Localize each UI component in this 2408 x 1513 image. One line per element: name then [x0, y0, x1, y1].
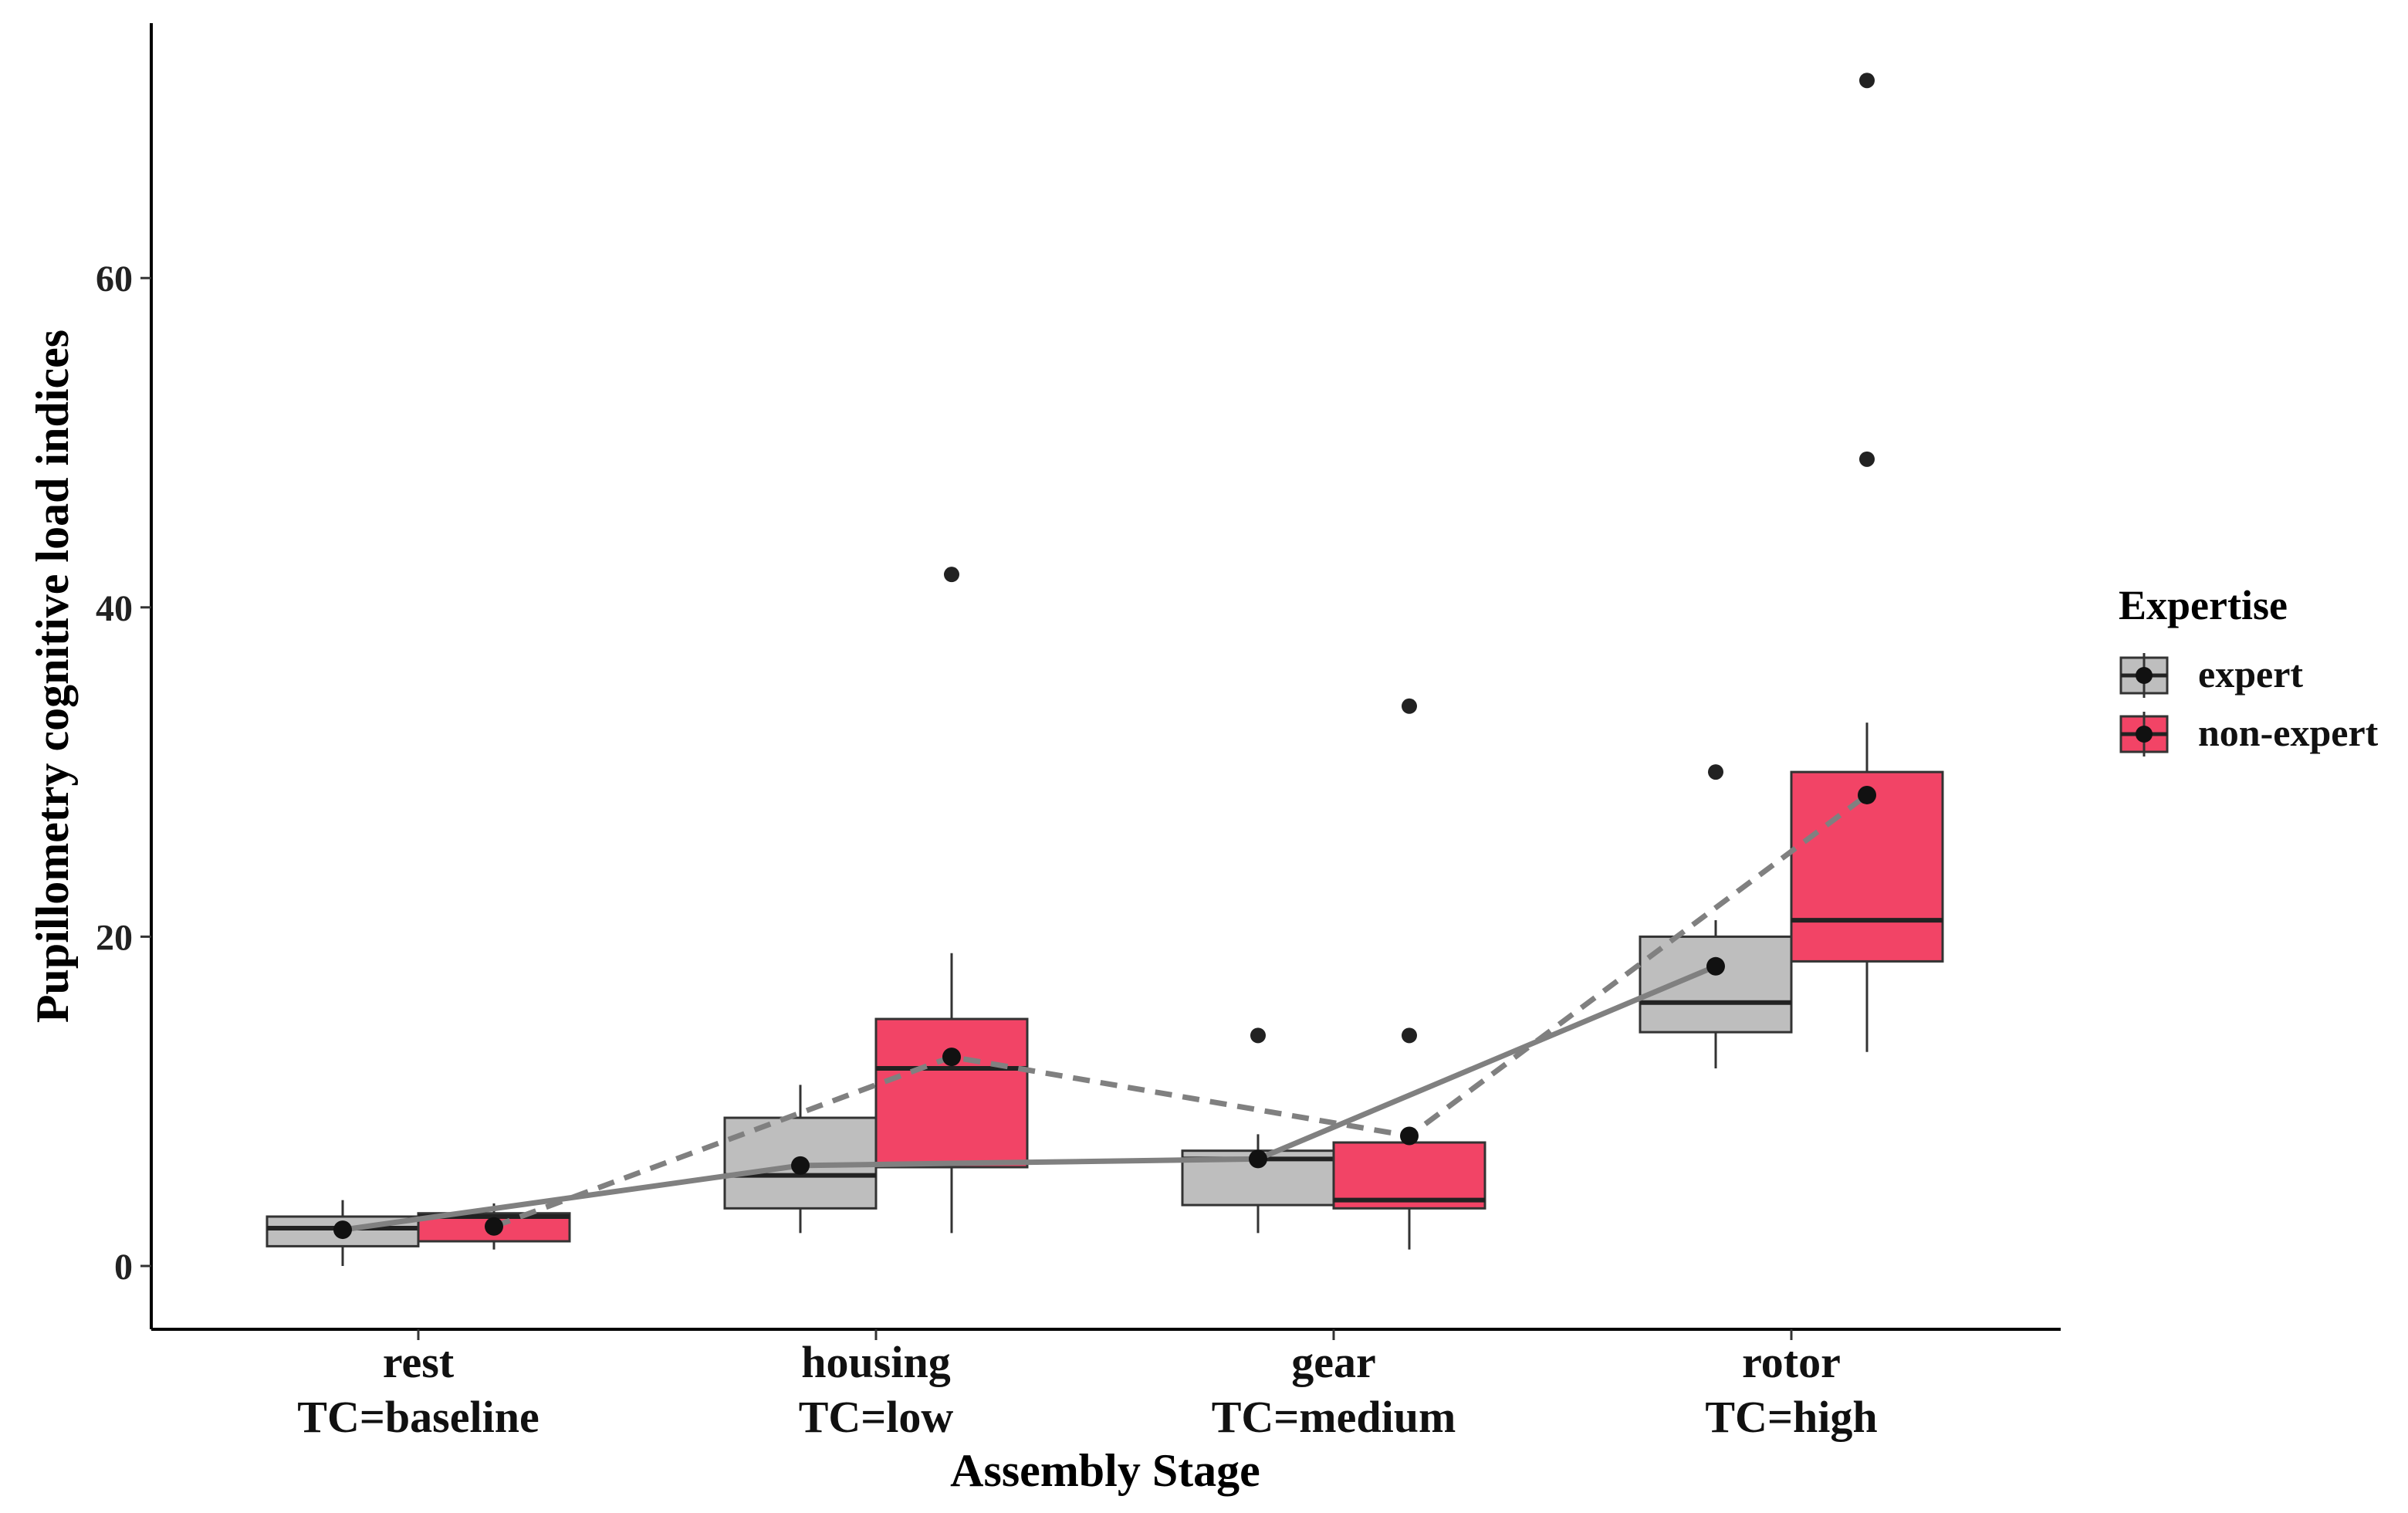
box-expert [1639, 935, 1793, 1034]
y-tick-label: 40 [96, 588, 133, 629]
mean-point [1858, 785, 1876, 804]
mean-point [485, 1217, 503, 1236]
x-tick-label: rotor [1742, 1337, 1841, 1387]
mean-point [1400, 1126, 1419, 1146]
legend-key-dot [2136, 667, 2153, 684]
x-axis-title: Assembly Stage [950, 1445, 1260, 1496]
legend: Expertise expert non-expert [2119, 582, 2379, 756]
mean-point [1249, 1149, 1267, 1169]
legend-label-non-expert: non-expert [2198, 711, 2379, 754]
x-tick-sublabel: TC=baseline [297, 1392, 539, 1442]
x-tick-sublabel: TC=medium [1212, 1392, 1456, 1442]
x-tick-sublabel: TC=high [1705, 1392, 1877, 1442]
outlier-point [1708, 764, 1723, 780]
y-tick-label: 60 [96, 259, 133, 300]
y-tick-label: 0 [114, 1247, 133, 1288]
x-tick-label: rest [383, 1337, 455, 1387]
outlier-point [1402, 698, 1417, 714]
mean-point [942, 1048, 961, 1067]
mean-line-non-expert [492, 793, 1869, 1230]
legend-label-expert: expert [2198, 652, 2303, 696]
outlier-point [1859, 73, 1875, 89]
mean-point [1706, 956, 1725, 976]
mean-point [333, 1220, 352, 1240]
x-tick-label: gear [1291, 1337, 1376, 1387]
outlier-point [1859, 451, 1875, 467]
outlier-point [944, 567, 959, 583]
mean-point [791, 1156, 810, 1175]
x-tick-sublabel: TC=low [799, 1392, 954, 1442]
y-axis-title: Pupillometry cognitive load indices [27, 330, 78, 1023]
outlier-point [1250, 1027, 1266, 1044]
legend-title: Expertise [2119, 582, 2288, 628]
outlier-point [1402, 1027, 1417, 1044]
mean-line-expert [342, 963, 1717, 1233]
box-non-expert [874, 1017, 1029, 1169]
legend-key-dot [2136, 726, 2153, 743]
x-tick-label: housing [801, 1337, 950, 1387]
y-tick-label: 20 [96, 917, 133, 958]
box-non-expert [1332, 1141, 1486, 1210]
